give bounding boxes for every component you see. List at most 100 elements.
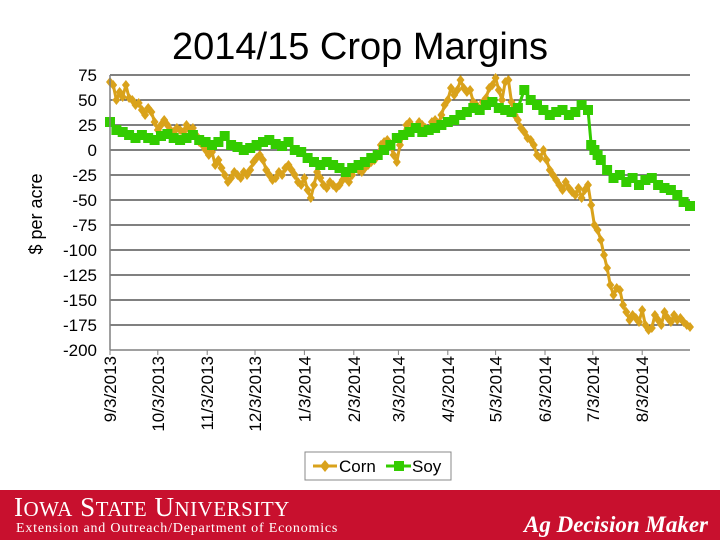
series-line-corn bbox=[108, 76, 691, 332]
y-tick-label: 75 bbox=[78, 66, 97, 85]
x-tick-label: 4/3/2014 bbox=[439, 356, 458, 422]
data-point-soy bbox=[398, 130, 409, 140]
data-point-soy bbox=[309, 157, 319, 167]
data-point-soy bbox=[430, 123, 441, 133]
data-point-corn bbox=[504, 75, 513, 85]
data-point-soy bbox=[187, 130, 198, 140]
data-point-corn bbox=[520, 127, 529, 137]
data-point-corn bbox=[466, 85, 475, 95]
x-tick-label: 1/3/2014 bbox=[295, 356, 314, 422]
x-tick-label: 8/3/2014 bbox=[633, 356, 652, 422]
data-point-soy bbox=[614, 170, 625, 180]
data-point-soy bbox=[576, 100, 587, 110]
data-point-soy bbox=[245, 143, 256, 153]
data-point-corn bbox=[121, 80, 130, 90]
data-point-corn bbox=[529, 140, 538, 150]
y-tick-label: -50 bbox=[72, 191, 97, 210]
data-point-corn bbox=[542, 155, 551, 165]
data-point-corn bbox=[316, 173, 325, 183]
data-point-corn bbox=[606, 280, 615, 290]
data-point-corn bbox=[443, 95, 452, 105]
data-point-corn bbox=[278, 170, 287, 180]
data-point-corn bbox=[150, 117, 159, 127]
y-tick-label: -100 bbox=[63, 241, 97, 260]
data-point-soy bbox=[602, 165, 613, 175]
footer-bar bbox=[0, 490, 720, 540]
data-point-soy bbox=[181, 133, 192, 143]
y-tick-label: 0 bbox=[88, 141, 97, 160]
data-point-corn bbox=[141, 110, 150, 120]
data-point-corn bbox=[300, 173, 309, 183]
data-point-soy bbox=[678, 197, 689, 207]
x-tick-label: 2/3/2014 bbox=[345, 356, 364, 422]
data-point-corn bbox=[571, 190, 580, 200]
data-point-soy bbox=[544, 110, 555, 120]
data-point-soy bbox=[659, 183, 670, 193]
data-point-soy bbox=[136, 130, 147, 140]
data-point-corn bbox=[303, 185, 312, 195]
data-point-soy bbox=[519, 85, 530, 95]
data-point-soy bbox=[461, 107, 472, 117]
data-point-soy bbox=[258, 137, 268, 147]
data-point-soy bbox=[487, 97, 498, 107]
x-tick-label: 5/3/2014 bbox=[487, 356, 506, 422]
data-point-soy bbox=[315, 160, 326, 170]
data-point-corn bbox=[345, 177, 353, 187]
y-tick-label: -175 bbox=[63, 316, 97, 335]
x-tick-label: 6/3/2014 bbox=[536, 356, 555, 422]
data-point-corn bbox=[615, 285, 624, 295]
data-point-corn bbox=[596, 235, 605, 245]
data-point-corn bbox=[635, 317, 643, 327]
data-point-soy bbox=[449, 115, 460, 125]
data-point-corn bbox=[389, 150, 398, 160]
data-point-soy bbox=[379, 145, 390, 155]
data-point-corn bbox=[456, 75, 465, 85]
data-point-soy bbox=[391, 133, 402, 143]
data-point-soy bbox=[366, 153, 377, 163]
x-tick-label: 10/3/2013 bbox=[149, 356, 168, 432]
data-point-soy bbox=[436, 120, 447, 130]
data-point-corn bbox=[147, 107, 156, 117]
data-point-soy bbox=[595, 155, 606, 165]
data-point-corn bbox=[134, 98, 143, 108]
data-point-corn bbox=[246, 165, 255, 175]
data-point-soy bbox=[493, 103, 504, 113]
data-point-soy bbox=[653, 180, 664, 190]
data-point-soy bbox=[532, 100, 542, 110]
data-point-soy bbox=[423, 125, 434, 135]
data-point-soy bbox=[347, 163, 358, 173]
data-point-corn bbox=[577, 193, 586, 203]
data-point-soy bbox=[328, 160, 339, 170]
data-point-soy bbox=[468, 103, 479, 113]
data-point-corn bbox=[290, 170, 299, 180]
data-point-soy bbox=[219, 131, 230, 141]
data-point-soy bbox=[289, 145, 300, 155]
data-point-corn bbox=[447, 83, 455, 93]
data-point-soy bbox=[238, 145, 249, 155]
data-point-soy bbox=[359, 157, 370, 167]
y-tick-label: -25 bbox=[72, 166, 97, 185]
data-point-corn bbox=[220, 170, 229, 180]
legend-corn-label: Corn bbox=[339, 457, 376, 476]
data-point-soy bbox=[111, 125, 122, 135]
data-point-soy bbox=[621, 177, 632, 187]
data-point-corn bbox=[297, 180, 306, 190]
series-corn bbox=[106, 73, 694, 335]
university-name: IOWA STATE UNIVERSITY bbox=[14, 492, 290, 522]
data-point-corn bbox=[392, 157, 401, 167]
data-point-corn bbox=[536, 153, 545, 163]
data-point-soy bbox=[646, 173, 657, 183]
data-point-corn bbox=[214, 155, 223, 165]
data-point-soy bbox=[385, 140, 396, 150]
x-tick-label: 11/3/2013 bbox=[198, 356, 217, 430]
data-point-corn bbox=[488, 80, 497, 90]
y-tick-label: -150 bbox=[63, 291, 97, 310]
data-point-corn bbox=[498, 95, 506, 105]
data-point-soy bbox=[156, 131, 166, 141]
data-point-corn bbox=[561, 177, 570, 187]
data-point-soy bbox=[563, 110, 574, 120]
x-tick-label: 12/3/2013 bbox=[246, 356, 265, 432]
data-point-corn bbox=[558, 185, 567, 195]
data-point-corn bbox=[306, 193, 315, 203]
data-point-soy bbox=[640, 175, 651, 185]
